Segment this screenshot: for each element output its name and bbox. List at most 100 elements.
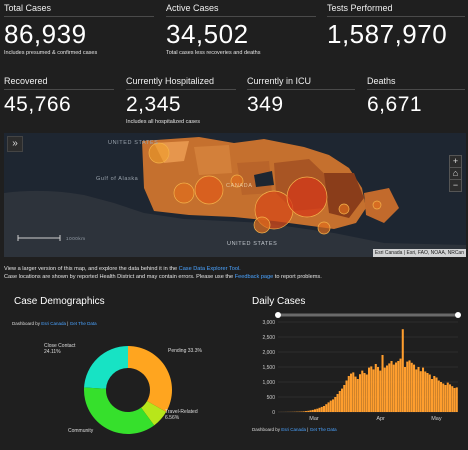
daily-cases-bar[interactable] — [330, 401, 332, 412]
daily-cases-bar[interactable] — [388, 363, 390, 412]
daily-cases-bar[interactable] — [384, 368, 386, 412]
daily-cases-bar[interactable] — [429, 375, 431, 413]
stat-note: Includes presumed & confirmed cases — [4, 50, 154, 56]
daily-cases-bar[interactable] — [348, 376, 350, 412]
daily-cases-bar[interactable] — [377, 367, 379, 412]
daily-cases-bar[interactable] — [436, 378, 438, 413]
daily-cases-bar[interactable] — [447, 383, 449, 412]
daily-cases-bar[interactable] — [312, 410, 314, 412]
daily-cases-bar[interactable] — [303, 411, 305, 412]
daily-cases-bar[interactable] — [366, 375, 368, 413]
daily-cases-bar[interactable] — [305, 411, 307, 412]
daily-cases-bar[interactable] — [409, 360, 411, 412]
daily-cases-bar[interactable] — [328, 402, 330, 412]
daily-cases-bar[interactable] — [341, 389, 343, 412]
daily-cases-bar[interactable] — [346, 381, 348, 413]
daily-cases-bar[interactable] — [386, 366, 388, 413]
range-slider-end-handle[interactable] — [455, 312, 461, 318]
daily-cases-bar[interactable] — [404, 367, 406, 412]
daily-cases-bar[interactable] — [368, 368, 370, 412]
daily-cases-bar[interactable] — [321, 407, 323, 412]
daily-cases-bar[interactable] — [427, 373, 429, 412]
daily-cases-bar[interactable] — [339, 391, 341, 412]
daily-cases-bar[interactable] — [343, 385, 345, 412]
daily-cases-bar[interactable] — [307, 411, 309, 412]
daily-cases-bar[interactable] — [325, 404, 327, 412]
daily-cases-bar[interactable] — [395, 363, 397, 413]
daily-cases-bar[interactable] — [379, 371, 381, 412]
daily-cases-bar[interactable] — [433, 376, 435, 412]
daily-cases-bar[interactable] — [316, 409, 318, 412]
divider — [166, 16, 316, 17]
daily-cases-bar[interactable] — [357, 379, 359, 412]
home-icon[interactable]: ⌂ — [450, 168, 461, 180]
daily-cases-bar[interactable] — [314, 409, 316, 412]
daily-cases-bar[interactable] — [370, 366, 372, 412]
daily-cases-bar[interactable] — [373, 369, 375, 412]
daily-cases-bar[interactable] — [456, 387, 458, 412]
case-bubble[interactable] — [149, 143, 169, 163]
daily-cases-bar[interactable] — [391, 361, 393, 412]
daily-cases-bar[interactable] — [438, 381, 440, 413]
case-bubble[interactable] — [254, 217, 270, 233]
daily-cases-bar[interactable] — [332, 399, 334, 412]
daily-cases-bar[interactable] — [406, 362, 408, 412]
donut-slice-close-contact[interactable] — [84, 346, 128, 389]
case-bubble[interactable] — [339, 204, 349, 214]
zoom-out-button[interactable]: − — [450, 180, 461, 191]
stat-label: Recovered — [4, 76, 114, 86]
daily-cases-bar[interactable] — [442, 384, 444, 413]
stat-value: 86,939 — [4, 21, 154, 47]
x-tick-label: May — [431, 416, 442, 422]
daily-cases-bar[interactable] — [424, 372, 426, 413]
daily-cases-bar[interactable] — [418, 367, 420, 412]
get-the-data-link[interactable]: Get The Data — [310, 427, 337, 432]
daily-cases-bar[interactable] — [337, 394, 339, 412]
double-chevron-right-icon[interactable]: » — [7, 136, 23, 152]
case-bubble[interactable] — [287, 177, 327, 217]
daily-cases-bar[interactable] — [402, 329, 404, 412]
daily-cases-bar[interactable] — [440, 382, 442, 412]
daily-cases-bar[interactable] — [382, 355, 384, 412]
daily-cases-bar[interactable] — [415, 369, 417, 412]
daily-cases-bar[interactable] — [319, 408, 321, 412]
daily-cases-bar[interactable] — [397, 361, 399, 412]
esri-canada-link[interactable]: Esri Canada — [281, 427, 306, 432]
daily-cases-bar[interactable] — [359, 374, 361, 412]
esri-canada-link[interactable]: Esri Canada — [41, 321, 66, 326]
daily-cases-bar[interactable] — [364, 373, 366, 412]
zoom-in-button[interactable]: + — [450, 156, 461, 168]
daily-cases-bar[interactable] — [323, 406, 325, 412]
daily-cases-bar[interactable] — [400, 359, 402, 412]
case-bubble[interactable] — [373, 201, 381, 209]
case-bubble[interactable] — [174, 183, 194, 203]
case-bubble[interactable] — [195, 176, 223, 204]
case-map[interactable]: UNITED STATES Gulf of Alaska CANADA UNIT… — [4, 133, 466, 257]
daily-cases-bar[interactable] — [420, 371, 422, 412]
case-data-explorer-link[interactable]: Case Data Explorer Tool. — [179, 266, 241, 272]
stat-total-cases: Total Cases 86,939 Includes presumed & c… — [4, 3, 154, 56]
daily-cases-bar[interactable] — [355, 377, 357, 412]
get-the-data-link[interactable]: Get The Data — [70, 321, 97, 326]
daily-cases-bar[interactable] — [310, 410, 312, 412]
daily-cases-bar[interactable] — [393, 365, 395, 412]
daily-cases-bar[interactable] — [454, 388, 456, 412]
daily-cases-bar[interactable] — [361, 371, 363, 412]
daily-cases-bar[interactable] — [350, 374, 352, 412]
label-united-states: UNITED STATES — [227, 241, 277, 247]
case-bubble[interactable] — [318, 222, 330, 234]
daily-cases-bar[interactable] — [375, 364, 377, 412]
daily-cases-bar[interactable] — [411, 363, 413, 412]
daily-cases-bar[interactable] — [422, 368, 424, 412]
daily-cases-bar[interactable] — [449, 384, 451, 412]
daily-cases-bar[interactable] — [334, 397, 336, 412]
feedback-link[interactable]: Feedback page — [235, 274, 274, 280]
daily-cases-bar[interactable] — [352, 372, 354, 412]
donut-slice-pending[interactable] — [128, 346, 172, 412]
daily-cases-bar[interactable] — [431, 379, 433, 412]
daily-cases-bar[interactable] — [413, 365, 415, 412]
daily-cases-bar[interactable] — [451, 386, 453, 412]
range-slider-start-handle[interactable] — [275, 312, 281, 318]
daily-cases-bar[interactable] — [445, 385, 447, 412]
